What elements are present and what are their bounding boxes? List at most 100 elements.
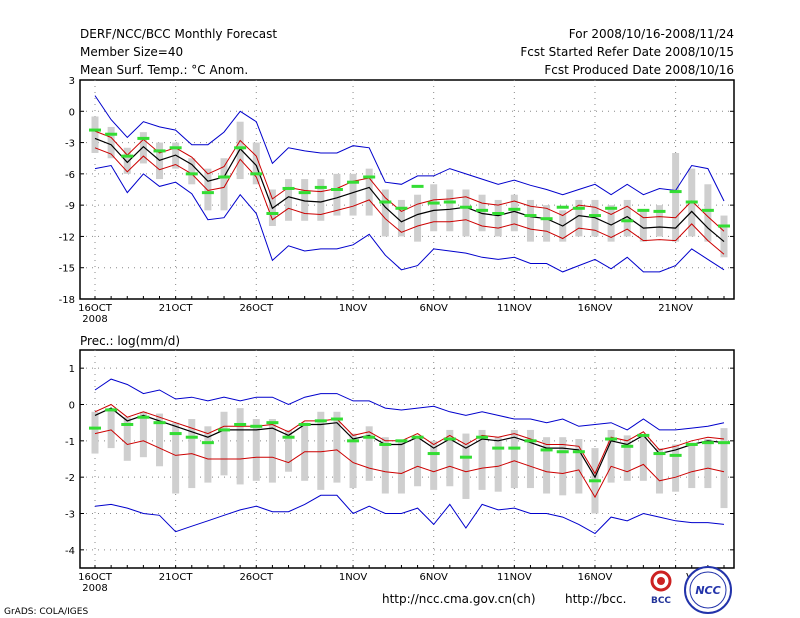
precip-ensemble-marker [685,442,698,446]
precip-ensemble-marker [379,442,392,446]
temp-ytick-label: 3 [69,76,75,87]
temp-ensemble-marker [637,208,650,212]
temp-ensemble-marker [250,172,263,176]
temp-xtick-label: 21NOV [658,303,693,314]
temp-mean-line [94,137,725,243]
precip-ensemble-marker [556,450,569,454]
temp-xtick-label: 11NOV [497,303,532,314]
precip-spread-box [156,413,164,467]
precip-ytick-label: -4 [65,546,75,557]
precip-spread-box [414,437,422,487]
temp-ensemble-marker [298,191,311,195]
precip-spread-box [510,429,518,489]
temp-ensemble-marker [572,206,585,210]
precip-mean-line [94,407,725,479]
temp-ensemble-marker [363,175,376,179]
temp-spread-box [575,199,583,237]
precip-spread-box [333,411,341,483]
temp-min-line [94,164,725,273]
temp-ensemble-marker [669,190,682,194]
precip-spread-box [91,411,99,454]
precip-spread-box [317,411,325,490]
precip-ensemble-marker [588,479,601,483]
precip-spread-box [285,429,293,472]
precip-xtick-label: 6NOV [419,572,448,583]
precip-ensemble-marker [443,437,456,441]
temp-ensemble-marker [185,172,198,176]
precip-spread-box [704,439,712,489]
temp-xtick-label: 1NOV [339,303,368,314]
temp-spread-box [607,205,615,242]
temp-ensemble-marker [89,128,101,132]
header-produced-date: Fcst Produced Date 2008/10/16 [544,63,734,77]
temp-ensemble-marker [588,214,601,218]
temp-spread-box [301,179,309,221]
temp-ensemble-marker [218,175,231,179]
precip-spread-box [639,435,647,481]
temp-spread-box [107,126,115,159]
precip-ensemble-marker [105,408,118,412]
temp-ytick-label: 0 [69,107,75,118]
temp-spread-box [220,158,228,211]
temp-ensemble-marker [201,191,214,195]
bcc-url[interactable]: http://bcc. [565,592,626,606]
temp-spread-box [349,173,357,216]
precip-ensemble-marker [137,415,150,419]
precip-spread-box [655,448,663,494]
temp-ensemble-marker [330,188,343,191]
temp-ensemble-marker [411,184,424,188]
temp-xtick-label: 21OCT [159,303,194,314]
temp-ensemble-marker [153,149,166,153]
temp-xtick-label: 6NOV [419,303,448,314]
precip-lower-sd-line [94,429,725,499]
temp-spread-box [204,168,212,211]
temp-year-label: 2008 [82,314,107,325]
ncc-logo: NCC [684,566,732,614]
header-member-size: Member Size=40 [80,45,183,59]
temp-ensemble-marker [476,208,489,212]
precip-spread-box [220,411,228,476]
precip-ensemble-marker [508,446,521,450]
temp-ensemble-marker [524,214,537,218]
precip-max-line [94,378,725,431]
temp-ensemble-marker [105,132,118,136]
precip-spread-box [720,428,728,509]
temp-ensemble-marker [492,211,505,215]
temp-ensemble-marker [701,208,714,212]
temp-ensemble-marker [379,200,392,204]
precip-ensemble-marker [347,439,360,443]
precip-spread-box [349,433,357,489]
temp-ensemble-marker [121,154,134,158]
temp-spread-box [462,189,470,237]
precip-spread-box [172,422,180,494]
precip-spread-box [494,437,502,492]
temp-ytick-label: -12 [59,232,75,243]
precip-xtick-label: 26OCT [239,572,274,583]
precip-spread-box [268,419,276,483]
precipitation-panel: 1 0 -1 -2 -3 -4 16OCT 21OCT 26OCT 1NOV 6NOV 11NOV 16… [65,349,735,594]
temp-xtick-label: 16NOV [578,303,613,314]
precip-spread-box [559,437,567,496]
precip-ensemble-marker [234,422,247,426]
temp-spread-box [139,132,147,164]
temp-ensemble-marker [459,205,472,209]
temp-lower-sd-line [94,147,725,255]
precip-spread-box [446,429,454,487]
temp-ensemble-marker [718,224,730,228]
precip-spread-box [381,437,389,494]
temp-spread-box [317,179,325,221]
precip-ensemble-marker [314,419,327,423]
temp-spread-box [123,147,131,174]
precip-plot-frame [79,349,735,569]
temp-ensemble-marker [508,207,521,211]
precip-xtick-label: 11NOV [497,572,532,583]
precip-ensemble-marker [459,455,472,459]
temp-ytick-label: -9 [65,201,75,212]
temp-ensemble-marker [282,186,295,190]
ncc-logo-text: NCC [695,584,720,597]
temp-spread-box [397,199,405,237]
temp-spread-box [494,199,502,237]
ncc-url[interactable]: http://ncc.cma.gov.cn(ch) [382,592,536,606]
temp-spread-box [720,215,728,258]
temp-ensemble-marker [169,146,182,150]
